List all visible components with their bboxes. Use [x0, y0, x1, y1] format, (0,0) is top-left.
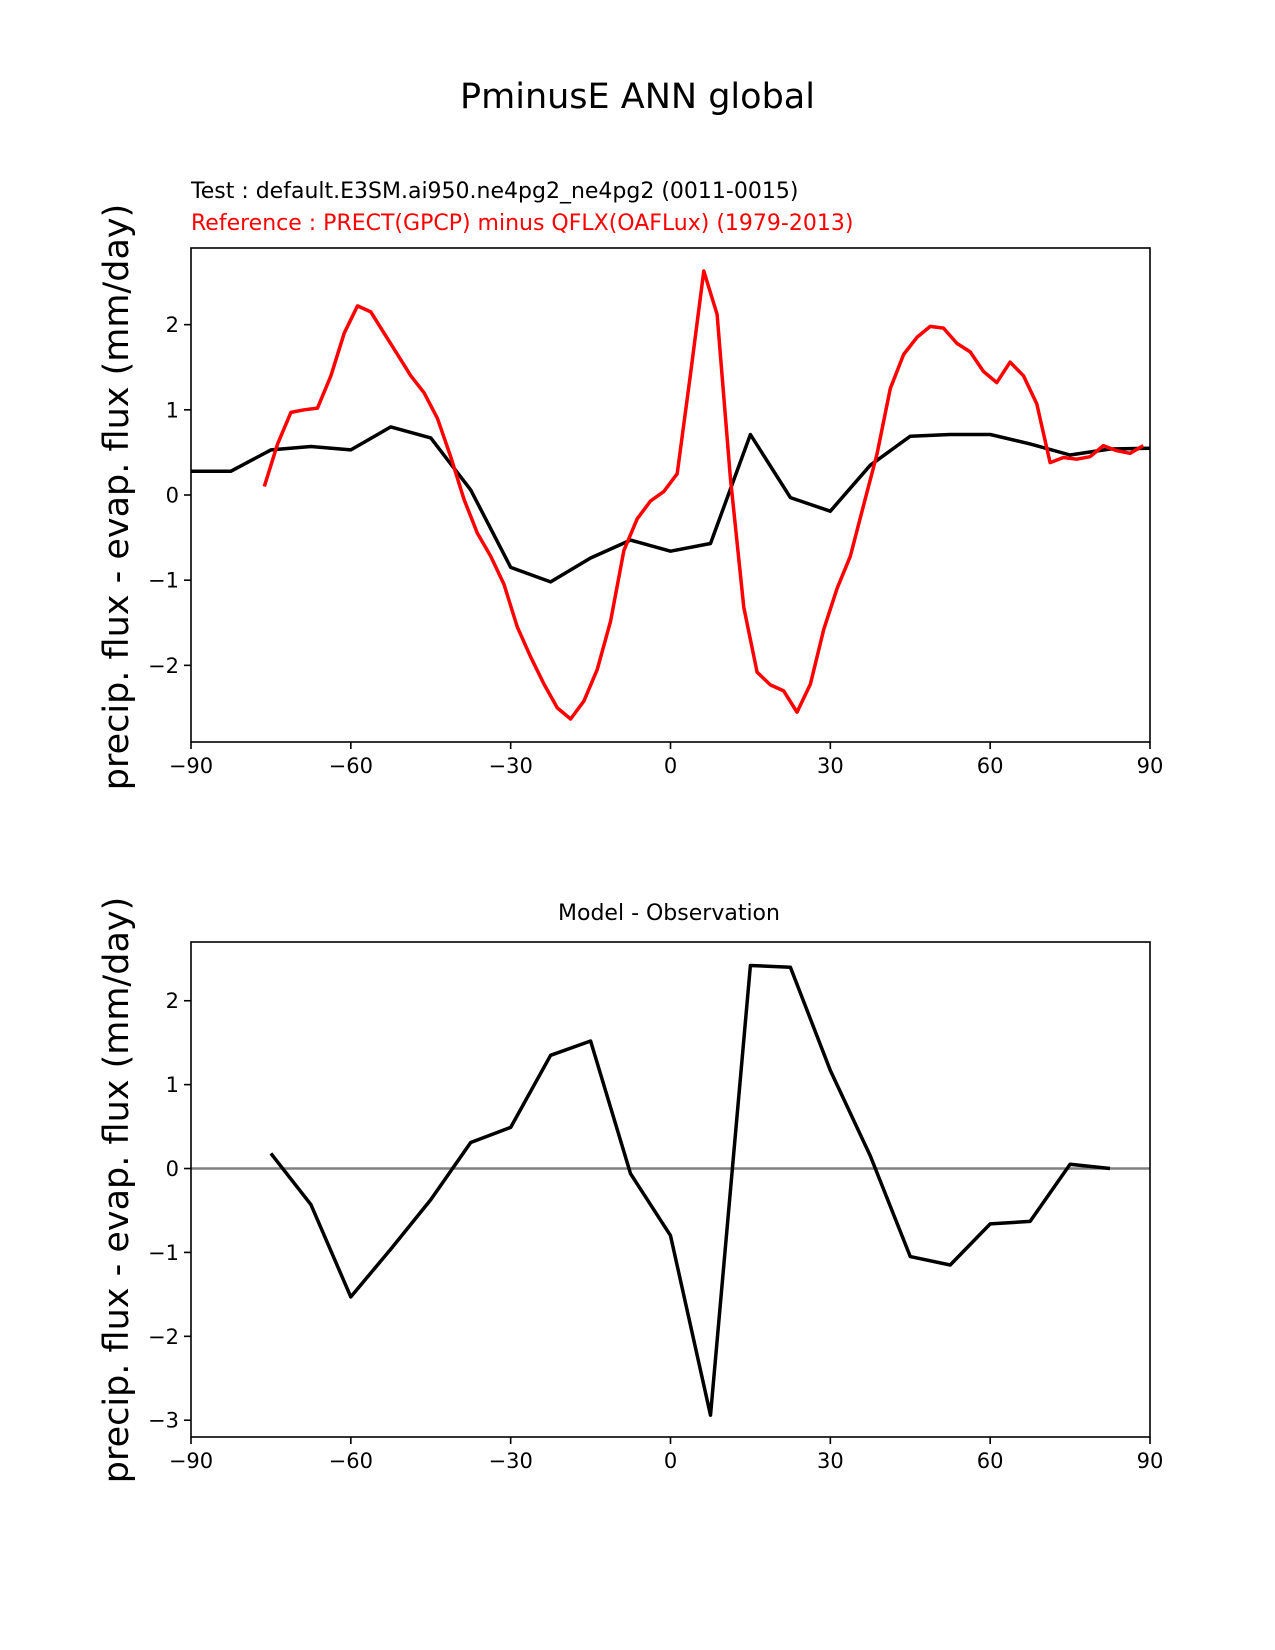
- x-tick-label: −90: [169, 754, 213, 778]
- y-tick-label: 1: [166, 398, 179, 422]
- series-line-model-observation: [269, 963, 1111, 1417]
- x-tick-label: −90: [169, 1449, 213, 1473]
- x-tick-label: 60: [977, 1449, 1004, 1473]
- y-tick-label: −1: [148, 569, 179, 593]
- y-axis-label-top: precip. flux - evap. flux (mm/day): [97, 204, 137, 791]
- reference-label: Reference : PRECT(GPCP) minus QFLX(OAFLu…: [191, 211, 853, 236]
- y-tick-label: 2: [166, 989, 179, 1013]
- x-tick-label: −30: [489, 754, 533, 778]
- x-tick-label: 90: [1137, 754, 1164, 778]
- y-axis-label-bottom: precip. flux - evap. flux (mm/day): [97, 897, 137, 1484]
- y-tick-label: 2: [166, 313, 179, 337]
- bottom-panel-title: Model - Observation: [558, 901, 780, 926]
- x-tick-label: −30: [489, 1449, 533, 1473]
- y-tick-label: −2: [148, 654, 179, 678]
- figure-title: PminusE ANN global: [460, 77, 815, 117]
- x-tick-label: −60: [329, 1449, 373, 1473]
- y-tick-label: −2: [148, 1325, 179, 1349]
- y-tick-label: 0: [166, 1157, 179, 1181]
- x-tick-label: −60: [329, 754, 373, 778]
- panel-top-chart: Test : default.E3SM.ai950.ne4pg2_ne4pg2 …: [148, 179, 1163, 778]
- x-tick-label: 0: [664, 754, 677, 778]
- x-tick-label: 30: [817, 1449, 844, 1473]
- x-tick-label: 30: [817, 754, 844, 778]
- y-tick-label: −1: [148, 1241, 179, 1265]
- series-line-reference: [262, 269, 1145, 721]
- x-tick-label: 90: [1137, 1449, 1164, 1473]
- panel-bottom-chart: Model - Observation −90 −60 −30 0 30 60 90 −3 −2…: [148, 901, 1163, 1473]
- y-tick-label: −3: [148, 1409, 179, 1433]
- y-tick-label: 0: [166, 484, 179, 508]
- test-label: Test : default.E3SM.ai950.ne4pg2_ne4pg2 …: [190, 179, 798, 204]
- x-tick-label: 60: [977, 754, 1004, 778]
- series-line-test: [191, 425, 1151, 584]
- x-tick-label: 0: [664, 1449, 677, 1473]
- y-tick-label: 1: [166, 1073, 179, 1097]
